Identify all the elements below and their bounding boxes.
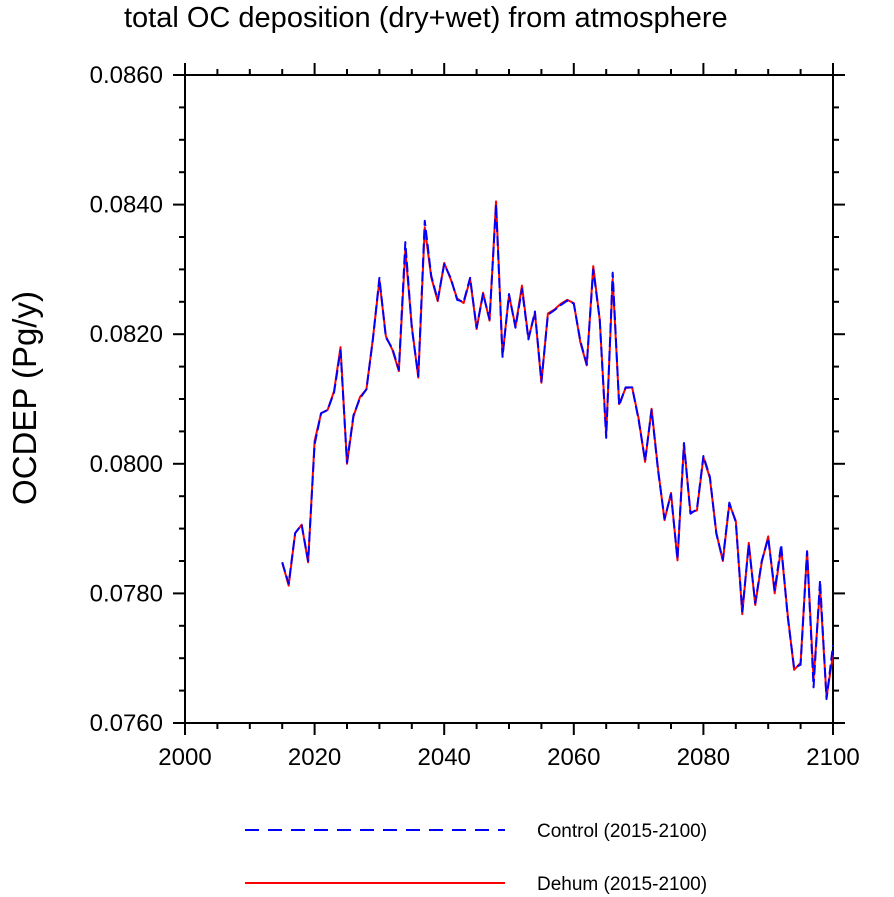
x-tick-label: 2040: [418, 744, 471, 771]
y-tick-label: 0.0820: [90, 321, 163, 348]
series-line-control: [281, 203, 834, 701]
y-tick-label: 0.0860: [90, 62, 163, 89]
chart-title: total OC deposition (dry+wet) from atmos…: [124, 2, 728, 34]
y-axis-label: OCDEP (Pg/y): [6, 291, 43, 505]
series-line-dehum: [281, 200, 834, 699]
legend-label-control: Control (2015-2100): [537, 821, 707, 842]
y-tick-label: 0.0840: [90, 192, 163, 219]
x-tick-label: 2000: [158, 744, 211, 771]
plot-frame: [184, 74, 834, 724]
y-tick-label: 0.0760: [90, 710, 163, 737]
x-tick-label: 2100: [806, 744, 859, 771]
x-tick-label: 2020: [288, 744, 341, 771]
y-tick-label: 0.0800: [90, 451, 163, 478]
x-tick-label: 2060: [547, 744, 600, 771]
y-tick-label: 0.0780: [90, 580, 163, 607]
legend-label-dehum: Dehum (2015-2100): [537, 874, 707, 895]
x-tick-label: 2080: [677, 744, 730, 771]
